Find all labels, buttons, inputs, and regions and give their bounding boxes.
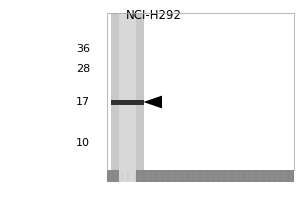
Bar xyxy=(119,13,136,182)
Text: 36: 36 xyxy=(76,44,90,54)
Text: 28: 28 xyxy=(76,64,90,74)
Bar xyxy=(111,99,144,104)
Text: 17: 17 xyxy=(76,97,90,107)
Bar xyxy=(106,13,294,182)
Text: 10: 10 xyxy=(76,138,90,148)
Bar xyxy=(106,170,294,182)
Polygon shape xyxy=(143,96,162,108)
Text: NCI-H292: NCI-H292 xyxy=(126,9,182,22)
Bar xyxy=(111,13,144,182)
